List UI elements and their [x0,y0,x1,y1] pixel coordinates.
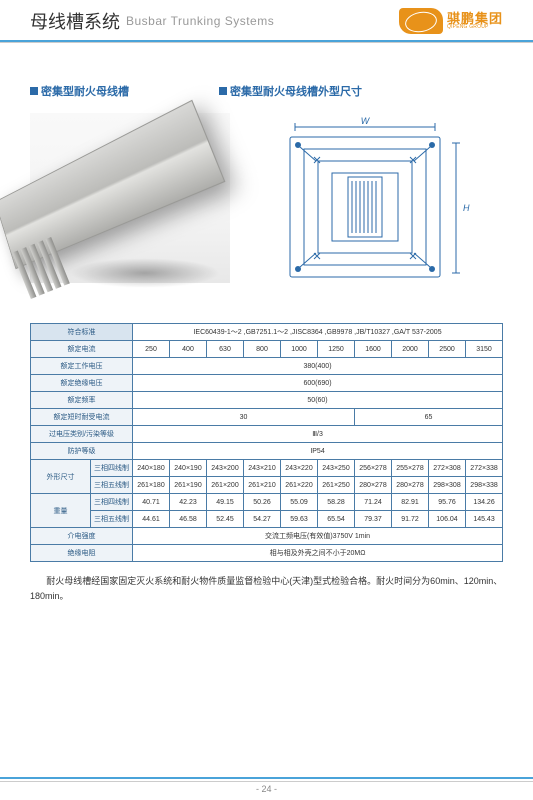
logo-badge-icon [399,8,443,34]
title-cn: 母线槽系统 [30,8,120,34]
row-standard-label: 符合标准 [31,324,133,341]
dimension-diagram: W H [260,113,470,293]
footnote: 耐火母线槽经国家固定灭火系统和耐火物件质量监督检验中心(天津)型式检验合格。耐火… [30,574,503,605]
svg-text:H: H [463,203,470,213]
row-standard-value: IEC60439-1～2 ,GB7251.1～2 ,JISC8364 ,GB99… [133,324,503,341]
product-photo [30,113,230,283]
brand-logo: 骐鹏集团 QIPENG GROUP [399,8,503,34]
page-footer: - 24 - [0,777,533,794]
svg-text:W: W [361,116,371,126]
page-number: - 24 - [0,784,533,794]
logo-text-en: QIPENG GROUP [447,25,503,30]
row-current-label: 额定电流 [31,341,133,358]
page-header: 母线槽系统 Busbar Trunking Systems 骐鹏集团 QIPEN… [0,0,533,38]
section-heading-dimensions: 密集型耐火母线槽外型尺寸 [219,83,362,99]
section-heading-product: 密集型耐火母线槽 [30,83,129,99]
spec-table: 符合标准 IEC60439-1～2 ,GB7251.1～2 ,JISC8364 … [30,323,503,562]
title-en: Busbar Trunking Systems [126,14,274,28]
